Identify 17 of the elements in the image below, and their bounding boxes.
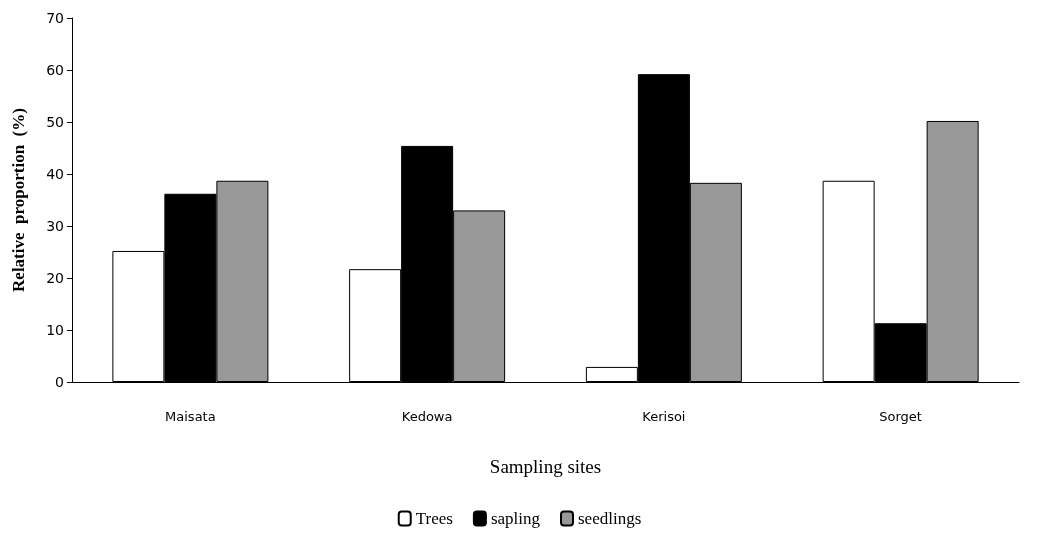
y-axis-title: Relative proportion (%) (9, 108, 28, 292)
x-tick-label: Sorget (879, 409, 922, 424)
y-tick-label: 20 (46, 270, 64, 286)
y-tick-label: 30 (46, 218, 64, 234)
x-tick-label: Maisata (165, 409, 216, 424)
y-tick-label: 60 (46, 62, 64, 78)
y-tick-label: 70 (46, 10, 64, 26)
y-tick-label: 0 (55, 374, 64, 390)
x-tick-label: Kedowa (401, 409, 453, 424)
y-tick-label: 50 (46, 114, 64, 130)
legend-label: Trees (415, 509, 453, 528)
x-axis-title: Sampling sites (489, 456, 602, 477)
y-tick-label: 10 (46, 322, 64, 338)
legend-label: seedlings (578, 509, 642, 528)
y-tick-label: 40 (46, 166, 64, 182)
legend-label: sapling (490, 509, 541, 528)
x-tick-label: Kerisoi (642, 409, 686, 424)
